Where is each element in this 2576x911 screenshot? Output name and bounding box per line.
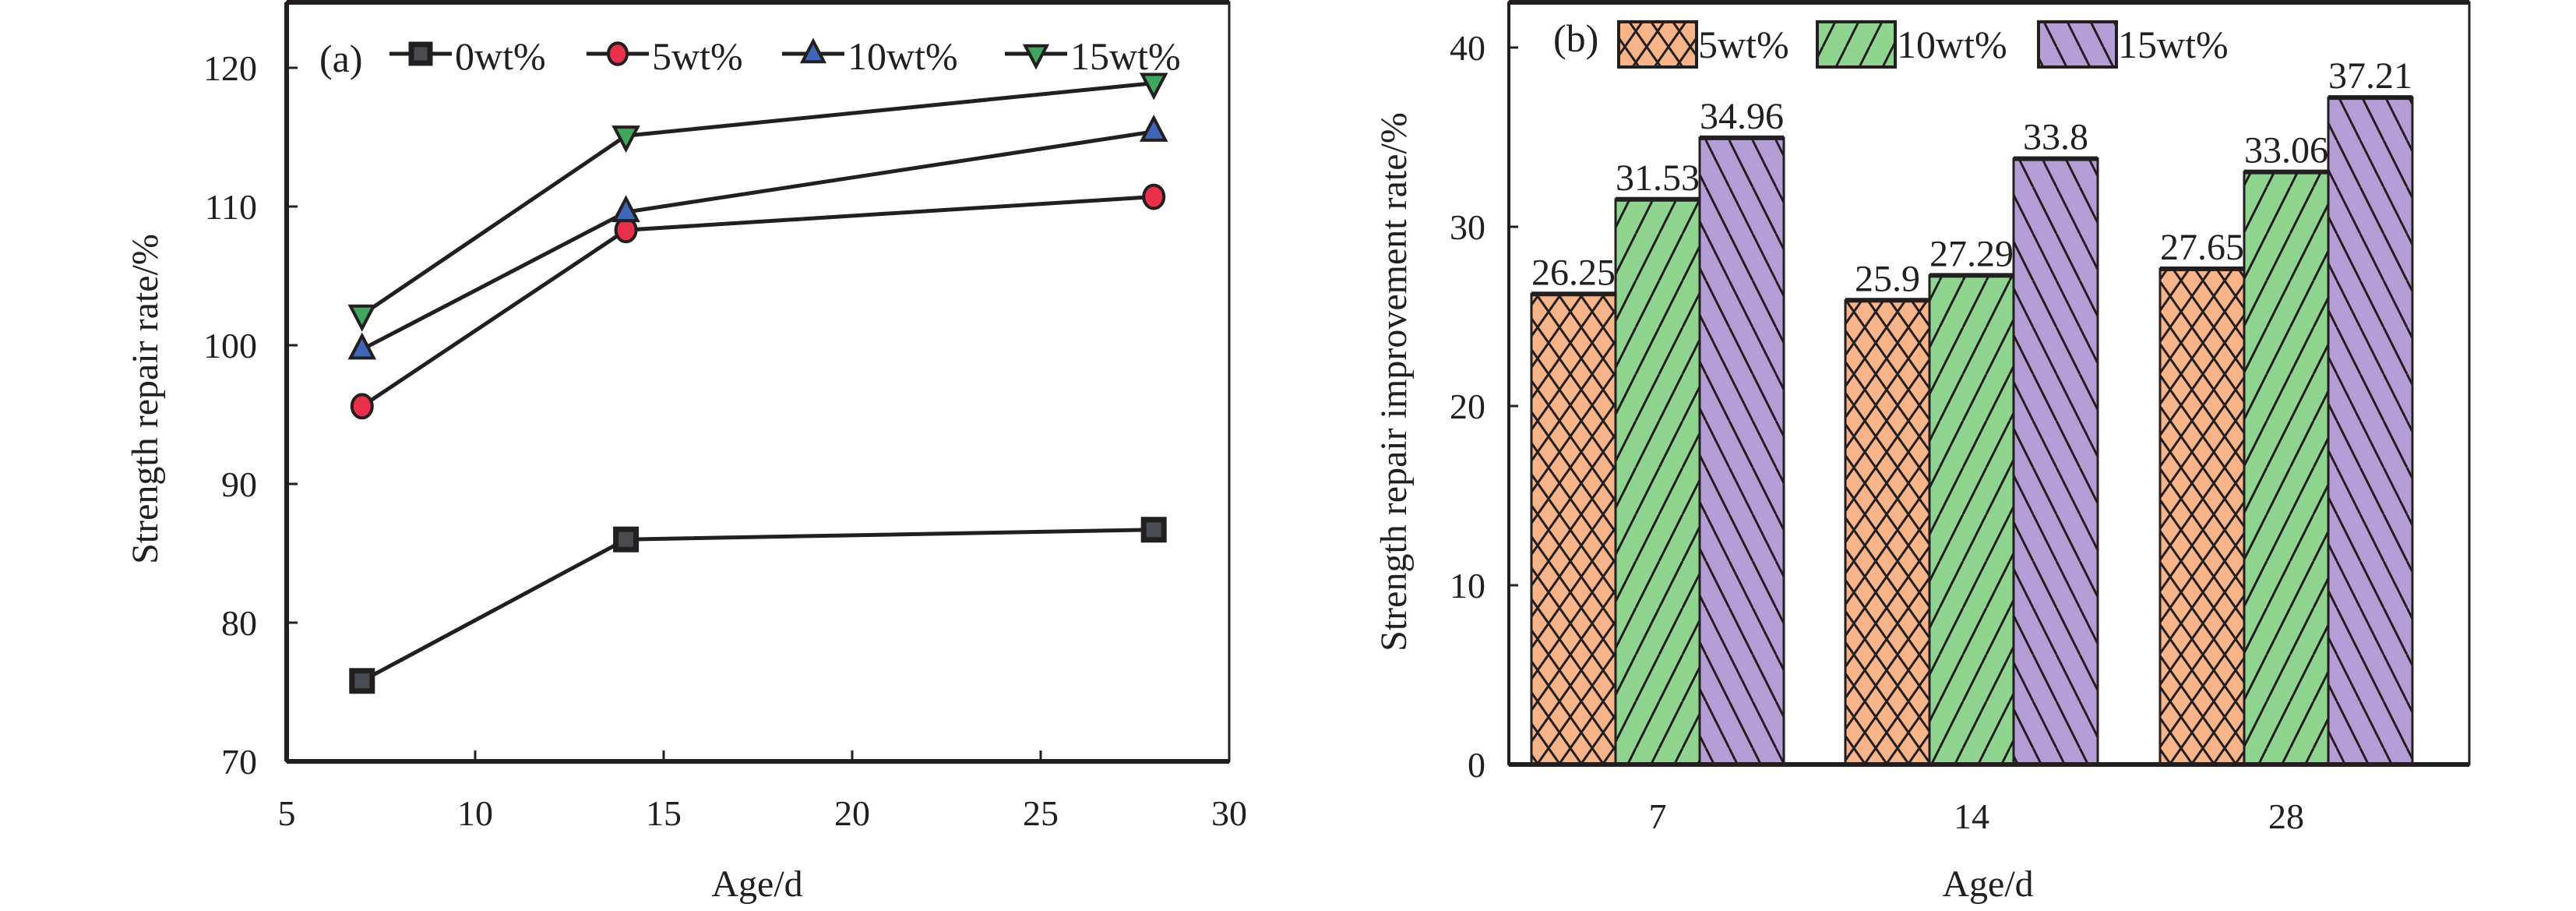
bar-15wtpct-7 [1698, 136, 1785, 766]
panel-b-bar-chart: 0 10 20 30 40 7 14 28 26.25 25.9 27.65 31.53 27.29 3… [1373, 0, 2471, 905]
data-label: 27.29 [1929, 233, 2014, 274]
marker-square [613, 526, 640, 553]
y-tick-label-a: 120 [203, 48, 257, 88]
series-line-10wtpct [361, 129, 1154, 351]
y-tick-label-a: 110 [205, 187, 257, 227]
marker-square [349, 668, 375, 694]
bar-10wtpct-7 [1614, 198, 1701, 766]
legend-swatch [1617, 20, 1698, 69]
y-axis-title-a: Strength repair rate/% [125, 234, 166, 564]
series-line-5wtpct [361, 195, 1154, 408]
panel-label-b: (b) [1553, 16, 1598, 60]
x-tick-label-a: 15 [646, 793, 682, 833]
bar-10wtpct-14 [1928, 274, 2015, 766]
legend-label: 5wt% [1698, 23, 1789, 66]
axis-ticks-b: 0 10 20 30 40 7 14 28 [1450, 28, 2304, 836]
marker-triangle-down [611, 125, 640, 154]
y-tick-label-b: 30 [1450, 207, 1485, 247]
y-tick-label-b: 40 [1450, 28, 1485, 68]
x-tick-label-b: 28 [2268, 796, 2304, 836]
marker-circle [1142, 183, 1166, 210]
legend-label: 0wt% [455, 34, 546, 78]
series-line-0wtpct [361, 528, 1154, 683]
y-tick-label-b: 0 [1468, 745, 1485, 785]
data-label: 27.65 [2160, 227, 2244, 268]
marker-triangle-up [1139, 115, 1168, 142]
marker-triangle-up [611, 195, 640, 223]
bar-5wtpct-14 [1844, 298, 1931, 766]
x-axis-title-a: Age/d [711, 863, 802, 905]
panel-label-a: (a) [319, 37, 363, 80]
bar-5wtpct-28 [2158, 267, 2246, 766]
x-axis-title-b: Age/d [1942, 863, 2033, 905]
legend-swatch [2037, 20, 2118, 69]
legend-label: 10wt% [1897, 23, 2007, 66]
legend-a: 0wt% 5wt% 10wt% 15wt% [389, 34, 1181, 78]
data-label: 33.8 [2023, 117, 2088, 158]
data-label: 25.9 [1855, 258, 1920, 299]
y-tick-label-b: 10 [1450, 566, 1485, 606]
marker-circle [607, 41, 629, 66]
bar-15wtpct-14 [2012, 157, 2099, 766]
x-tick-label-a: 20 [834, 793, 870, 833]
data-labels-b: 26.25 25.9 27.65 31.53 27.29 33.06 34.96 33.8 37… [1531, 55, 2412, 299]
y-tick-label-a: 90 [221, 464, 257, 504]
axis-ticks-a: 70 80 90 100 110 120 5 10 15 20 25 30 [203, 48, 1247, 833]
x-tick-label-a: 10 [457, 793, 493, 833]
legend-label: 5wt% [652, 34, 743, 78]
bar-15wtpct-28 [2327, 96, 2414, 766]
marker-triangle-down [1022, 44, 1050, 70]
x-tick-label-a: 25 [1023, 793, 1059, 833]
plot-frame-b [1507, 0, 2471, 767]
y-tick-label-a: 100 [203, 326, 257, 365]
marker-triangle-down [347, 304, 377, 332]
data-label: 31.53 [1616, 157, 1700, 199]
legend-label: 15wt% [2118, 23, 2229, 66]
series-group-a [347, 72, 1168, 694]
legend-swatch [1816, 20, 1897, 69]
legend-label: 15wt% [1070, 34, 1181, 78]
data-label: 37.21 [2328, 55, 2412, 97]
data-label: 26.25 [1531, 252, 1616, 293]
marker-square [1140, 517, 1167, 543]
x-tick-label-a: 5 [278, 793, 296, 833]
y-axis-title-b: Strength repair improvement rate/% [1373, 112, 1415, 651]
data-label: 34.96 [1700, 96, 1784, 137]
bar-10wtpct-28 [2243, 171, 2330, 766]
marker-triangle-down [1139, 72, 1168, 101]
legend-label: 10wt% [848, 34, 958, 78]
series-line-15wtpct [361, 81, 1154, 316]
bar-5wtpct-7 [1530, 292, 1617, 766]
plot-frame-a [284, 0, 1231, 764]
data-label: 33.06 [2244, 130, 2328, 171]
x-tick-label-a: 30 [1211, 793, 1247, 833]
panel-a-line-chart: 70 80 90 100 110 120 5 10 15 20 25 30 0wt% 5wt% 10wt%… [125, 0, 1247, 905]
x-tick-label-b: 14 [1954, 796, 1989, 836]
y-tick-label-a: 70 [221, 742, 257, 782]
legend-b: 5wt% 10wt% 15wt% [1617, 20, 2229, 69]
y-tick-label-a: 80 [221, 603, 257, 643]
marker-circle [350, 393, 374, 420]
marker-square [408, 41, 433, 66]
marker-triangle-up [799, 37, 827, 64]
bars-group-b [1530, 95, 2414, 766]
marker-triangle-up [347, 332, 377, 360]
y-tick-label-b: 20 [1450, 387, 1485, 426]
x-tick-label-b: 7 [1649, 796, 1667, 836]
